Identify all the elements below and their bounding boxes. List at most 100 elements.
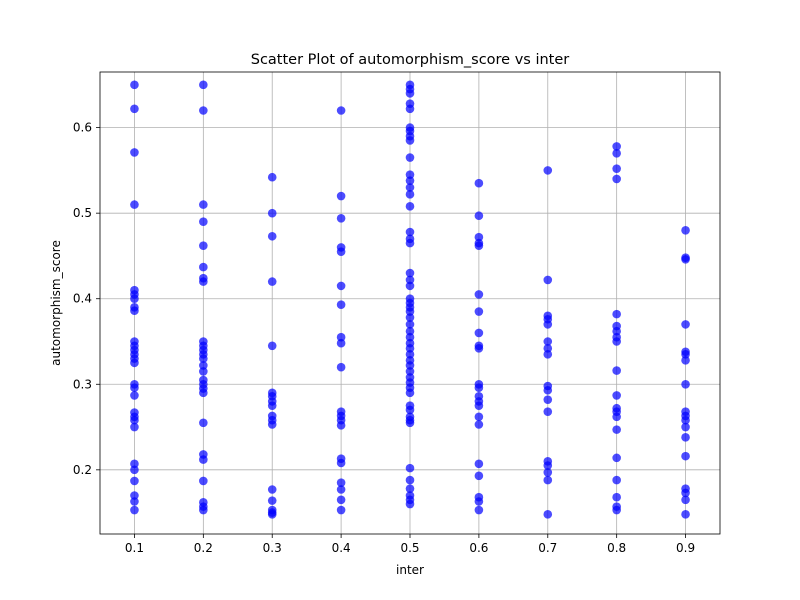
- chart-title: Scatter Plot of automorphism_score vs in…: [251, 52, 570, 68]
- scatter-point: [405, 104, 415, 114]
- scatter-point: [612, 326, 621, 336]
- scatter-point: [474, 328, 484, 338]
- scatter-point: [405, 238, 415, 248]
- scatter-point: [405, 326, 415, 336]
- scatter-point: [267, 208, 277, 218]
- x-axis-label: inter: [396, 563, 424, 577]
- scatter-point: [543, 510, 553, 519]
- scatter-point: [474, 497, 484, 506]
- scatter-point: [405, 307, 415, 316]
- scatter-point: [130, 148, 139, 157]
- scatter-point: [130, 422, 139, 432]
- scatter-point: [199, 418, 208, 428]
- scatter-point: [336, 338, 346, 348]
- scatter-point: [612, 412, 621, 422]
- scatter-point: [405, 190, 415, 199]
- scatter-point: [199, 217, 208, 227]
- scatter-point: [543, 475, 553, 485]
- scatter-point: [474, 211, 484, 221]
- scatter-point: [543, 461, 553, 470]
- scatter-point: [543, 395, 553, 404]
- scatter-point: [405, 268, 415, 278]
- scatter-point: [336, 214, 346, 223]
- scatter-point: [405, 227, 415, 237]
- scatter-point: [681, 488, 690, 498]
- scatter-point: [267, 510, 277, 519]
- scatter-point: [681, 433, 690, 442]
- scatter-point: [612, 164, 621, 173]
- scatter-point: [130, 200, 139, 209]
- scatter-point: [267, 420, 277, 429]
- x-tick-label: 0.6: [469, 541, 488, 555]
- y-tick-label: 0.4: [73, 292, 92, 306]
- scatter-point: [474, 401, 484, 410]
- scatter-point: [267, 341, 277, 351]
- y-tick-label: 0.6: [73, 121, 92, 135]
- scatter-point: [199, 354, 208, 363]
- scatter-point: [405, 344, 415, 353]
- scatter-point: [681, 225, 690, 235]
- scatter-point: [130, 104, 139, 114]
- scatter-point: [405, 361, 415, 370]
- scatter-point: [543, 385, 553, 395]
- scatter-point: [199, 505, 208, 515]
- x-tick-label: 0.7: [538, 541, 557, 555]
- scatter-point: [130, 383, 139, 393]
- scatter-point: [474, 471, 484, 481]
- scatter-point: [543, 350, 553, 359]
- scatter-point: [336, 478, 346, 487]
- scatter-point: [336, 458, 346, 468]
- scatter-point: [130, 294, 139, 304]
- scatter-point: [405, 350, 415, 359]
- scatter-point: [130, 415, 139, 425]
- scatter-point: [336, 300, 346, 310]
- scatter-point: [474, 307, 484, 316]
- scatter-point: [405, 176, 415, 185]
- scatter-point: [543, 275, 553, 285]
- scatter-point: [405, 418, 415, 428]
- scatter-point: [474, 420, 484, 429]
- scatter-point: [612, 425, 621, 434]
- scatter-point: [267, 231, 277, 241]
- data-points: [130, 80, 690, 519]
- x-tick-label: 0.5: [400, 541, 419, 555]
- scatter-point: [612, 366, 621, 375]
- scatter-point: [543, 407, 553, 416]
- scatter-point: [612, 505, 621, 515]
- scatter-point: [612, 174, 621, 184]
- scatter-point: [681, 350, 690, 359]
- y-axis-ticks: 0.2 0.3 0.4 0.5 0.6: [73, 121, 100, 477]
- scatter-point: [199, 367, 208, 376]
- scatter-point: [612, 453, 621, 463]
- scatter-point: [130, 497, 139, 506]
- scatter-point: [199, 80, 208, 90]
- scatter-point: [681, 495, 690, 505]
- scatter-point: [612, 148, 621, 158]
- scatter-point: [336, 191, 346, 201]
- scatter-point: [336, 495, 346, 505]
- scatter-point: [199, 106, 208, 115]
- scatter-point: [474, 241, 484, 250]
- scatter-point: [681, 255, 690, 264]
- scatter-point: [267, 172, 277, 182]
- scatter-point: [199, 200, 208, 209]
- scatter-point: [474, 232, 484, 242]
- scatter-point: [543, 468, 553, 477]
- scatter-point: [199, 476, 208, 486]
- scatter-point: [199, 455, 208, 464]
- x-tick-label: 0.9: [676, 541, 695, 555]
- scatter-point: [474, 459, 484, 469]
- scatter-point: [612, 309, 621, 319]
- y-axis-label: automorphism_score: [49, 240, 63, 366]
- x-axis-ticks: 0.1 0.2 0.3 0.4 0.5 0.6 0.7 0.8 0.9: [125, 534, 695, 555]
- scatter-point: [405, 313, 415, 322]
- scatter-point: [336, 505, 346, 515]
- scatter-point: [130, 491, 139, 500]
- scatter-point: [405, 388, 415, 398]
- y-tick-label: 0.3: [73, 377, 92, 391]
- scatter-point: [336, 332, 346, 342]
- scatter-point: [199, 388, 208, 398]
- scatter-point: [681, 422, 690, 432]
